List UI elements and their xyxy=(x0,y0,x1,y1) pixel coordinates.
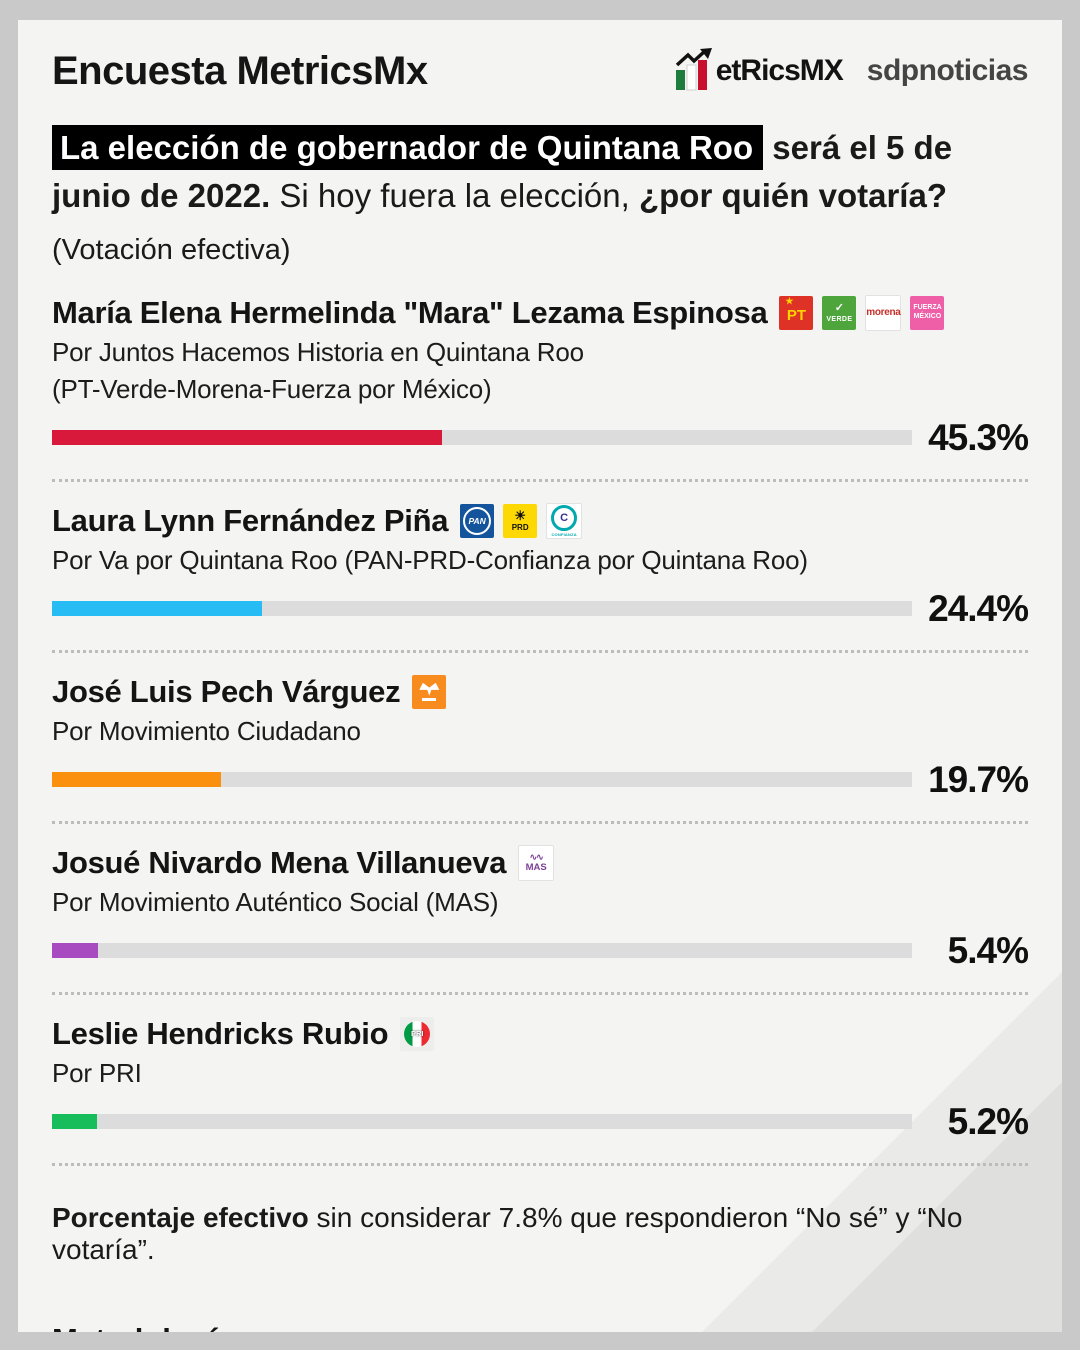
partner-logo-text: sdpnoticias xyxy=(866,54,1029,87)
dotted-separator xyxy=(52,1162,1028,1166)
poll-content: Encuesta MetricsMx etRicsMX sdpnoticias … xyxy=(18,20,1062,1332)
bar-fill xyxy=(52,943,99,959)
percentage-value: 45.3% xyxy=(928,416,1029,458)
party-logos: PTVERDEmorenaFUERZA MÉXICO xyxy=(779,294,945,331)
result-bar-line: 45.3% xyxy=(52,416,1029,459)
prd-party-logo-icon: PRD xyxy=(503,503,538,538)
dotted-separator xyxy=(52,820,1028,824)
candidate-coalition-line: Por Va por Quintana Roo (PAN-PRD-Confian… xyxy=(52,544,808,575)
brand-area: etRicsMX sdpnoticias xyxy=(672,48,1029,94)
question-regular: Si hoy fuera la elección, xyxy=(270,176,639,214)
bar-fill xyxy=(52,772,222,788)
header: Encuesta MetricsMx etRicsMX sdpnoticias xyxy=(52,48,1029,94)
result-bar-line: 5.2% xyxy=(52,1100,1029,1143)
bar-track xyxy=(52,1114,912,1130)
morena-party-logo-icon: morena xyxy=(865,294,902,331)
party-logos: PANPRDCCONFIANZA xyxy=(460,502,583,539)
candidate-row: Josué Nivardo Mena Villanueva MAS Por Mo… xyxy=(52,844,1029,995)
candidate-header: Leslie Hendricks Rubio PRI xyxy=(52,1016,1028,1052)
candidate-name: Leslie Hendricks Rubio xyxy=(52,1015,389,1051)
result-bar-line: 19.7% xyxy=(52,758,1029,801)
bar-fill xyxy=(52,601,262,617)
percentage-value: 5.2% xyxy=(947,1100,1029,1142)
mc-party-logo-icon xyxy=(412,674,447,709)
candidate-list: María Elena Hermelinda "Mara" Lezama Esp… xyxy=(52,294,1029,1166)
candidate-coalition-line: Por Juntos Hacemos Historia en Quintana … xyxy=(52,336,584,367)
poll-card: Encuesta MetricsMx etRicsMX sdpnoticias … xyxy=(18,20,1062,1332)
footnote: Porcentaje efectivo sin considerar 7.8% … xyxy=(52,1202,1028,1266)
verde-party-logo-icon: VERDE xyxy=(822,295,857,330)
question-highlight: La elección de gobernador de Quintana Ro… xyxy=(52,125,764,170)
result-bar-line: 24.4% xyxy=(52,587,1029,630)
question-bold-1: será el 5 de junio de 2022. xyxy=(52,129,953,214)
pt-party-logo-icon: PT xyxy=(779,295,814,330)
pri-party-logo-icon: PRI xyxy=(400,1016,435,1051)
candidate-row: María Elena Hermelinda "Mara" Lezama Esp… xyxy=(52,294,1029,482)
bar-fill xyxy=(52,1114,97,1130)
candidate-parties-line: (PT-Verde-Morena-Fuerza por México) xyxy=(52,373,492,404)
percentage-value: 24.4% xyxy=(928,587,1029,629)
dotted-separator xyxy=(52,649,1028,653)
candidate-coalition-line: Por Movimiento Ciudadano xyxy=(52,715,361,746)
methodology-heading: Metodología xyxy=(52,1322,1028,1332)
bar-track xyxy=(52,430,912,446)
result-bar-line: 5.4% xyxy=(52,929,1029,972)
percentage-value: 19.7% xyxy=(928,758,1029,800)
dotted-separator xyxy=(52,991,1028,995)
bar-track xyxy=(52,943,912,959)
pan-party-logo-icon: PAN xyxy=(460,503,495,538)
candidate-header: Laura Lynn Fernández Piña PANPRDCCONFIAN… xyxy=(52,502,1028,539)
page-title: Encuesta MetricsMx xyxy=(52,48,428,93)
party-logos: PRI xyxy=(400,1016,435,1051)
metricsmx-logo-icon xyxy=(672,48,718,94)
footnote-bold: Porcentaje efectivo xyxy=(52,1201,309,1233)
fuerza-party-logo-icon: FUERZA MÉXICO xyxy=(910,295,945,330)
bar-track xyxy=(52,772,912,788)
confianza-party-logo-icon: C CONFIANZA xyxy=(546,502,583,539)
dotted-separator xyxy=(52,478,1028,482)
candidate-name: María Elena Hermelinda "Mara" Lezama Esp… xyxy=(52,294,768,330)
question-bold-2: ¿por quién votaría? xyxy=(638,176,947,214)
poll-question: La elección de gobernador de Quintana Ro… xyxy=(52,124,1028,220)
candidate-header: Josué Nivardo Mena Villanueva MAS xyxy=(52,844,1028,881)
footnote-rest: sin considerar 7.8% que respondieron “No… xyxy=(52,1201,963,1265)
candidate-row: Leslie Hendricks Rubio PRI Por PRI 5.2% xyxy=(52,1016,1029,1166)
party-logos xyxy=(412,674,447,709)
candidate-header: José Luis Pech Várguez xyxy=(52,674,1028,710)
candidate-coalition-line: Por PRI xyxy=(52,1057,142,1088)
candidate-name: Laura Lynn Fernández Piña xyxy=(52,502,449,538)
candidate-name: Josué Nivardo Mena Villanueva xyxy=(52,844,507,880)
mas-party-logo-icon: MAS xyxy=(518,844,555,881)
candidate-row: José Luis Pech Várguez Por Movimiento Ci… xyxy=(52,674,1029,824)
candidate-header: María Elena Hermelinda "Mara" Lezama Esp… xyxy=(52,294,1028,331)
bar-track xyxy=(52,601,912,617)
question-subtitle: (Votación efectiva) xyxy=(52,233,291,266)
brand-wordmark: etRicsMX xyxy=(715,54,844,87)
candidate-name: José Luis Pech Várguez xyxy=(52,673,401,709)
candidate-row: Laura Lynn Fernández Piña PANPRDCCONFIAN… xyxy=(52,502,1029,653)
party-logos: MAS xyxy=(518,844,555,881)
bar-fill xyxy=(52,430,442,446)
percentage-value: 5.4% xyxy=(947,929,1029,971)
candidate-coalition-line: Por Movimiento Auténtico Social (MAS) xyxy=(52,886,499,917)
